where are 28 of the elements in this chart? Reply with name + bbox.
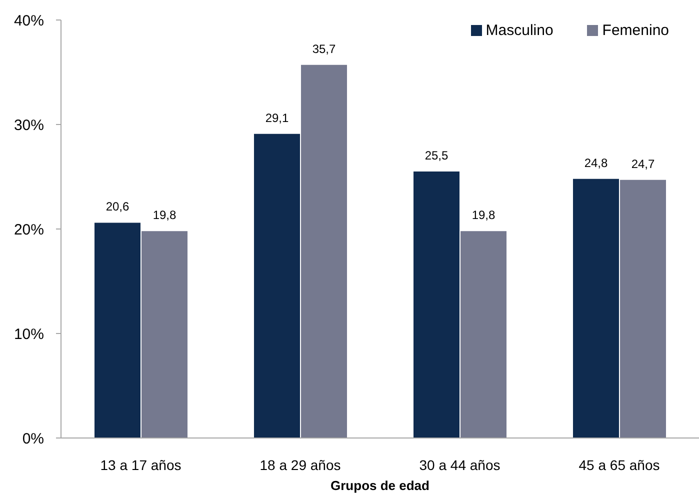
bar — [572, 178, 619, 438]
y-tick-label: 0% — [22, 430, 44, 448]
bar — [254, 134, 300, 438]
x-tick-label: 45 a 65 años — [578, 456, 660, 473]
data-label: 24,8 — [584, 156, 608, 170]
bar — [413, 172, 460, 438]
bar — [300, 64, 347, 438]
data-label: 19,8 — [472, 208, 496, 222]
y-tick-label: 30% — [14, 116, 44, 134]
data-label: 20,6 — [106, 200, 130, 214]
x-tick-label: 18 a 29 años — [260, 456, 341, 473]
x-tick-label: 30 a 44 años — [419, 456, 500, 473]
legend-label: Femenino — [602, 22, 669, 39]
bar — [620, 180, 666, 438]
y-tick-label: 20% — [14, 221, 44, 238]
x-axis-title: Grupos de edad — [330, 478, 430, 493]
data-label: 24,7 — [631, 156, 655, 171]
x-tick-label: 13 a 17 años — [100, 456, 182, 473]
legend-label: Masculino — [486, 22, 554, 39]
y-tick-label: 40% — [14, 12, 44, 30]
bar — [460, 231, 506, 438]
bar — [141, 231, 188, 438]
data-label: 35,7 — [312, 42, 336, 56]
data-label: 29,1 — [265, 110, 289, 125]
bar — [94, 222, 140, 438]
data-label: 25,5 — [424, 148, 448, 163]
y-tick-label: 10% — [14, 326, 44, 343]
data-label: 19,8 — [152, 208, 176, 222]
